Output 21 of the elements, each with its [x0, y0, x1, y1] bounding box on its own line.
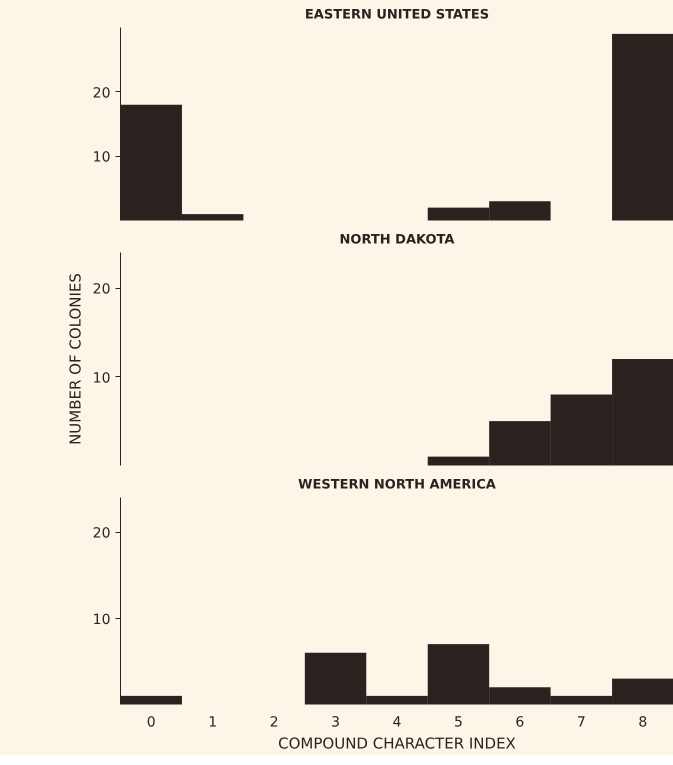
x-tick-label: 2	[270, 714, 279, 730]
x-tick-label: 8	[638, 714, 648, 730]
y-axis-title: NUMBER OF COLONIES	[66, 273, 85, 445]
chart-title: NORTH DAKOTA	[340, 232, 454, 248]
y-tick-label: 10	[92, 150, 111, 166]
x-tick-label: 1	[208, 714, 218, 730]
y-tick-label: 20	[92, 526, 111, 542]
x-tick-label: 5	[454, 714, 463, 730]
x-axis-title: COMPOUND CHARACTER INDEX	[278, 734, 516, 752]
chart-title: WESTERN NORTH AMERICA	[298, 478, 496, 492]
bar	[612, 34, 673, 220]
y-tick-label: 20	[92, 85, 111, 102]
x-tick-label: 6	[515, 714, 524, 730]
x-tick-label: 4	[392, 714, 402, 730]
y-tick-label: 10	[92, 612, 111, 628]
y-tick-label: 20	[92, 282, 111, 298]
x-tick-label: 0	[146, 714, 156, 730]
y-tick-label: 10	[92, 370, 111, 386]
x-tick-label: 3	[331, 714, 340, 730]
x-tick-label: 7	[576, 714, 586, 730]
chart-title: EASTERN UNITED STATES	[304, 8, 490, 22]
